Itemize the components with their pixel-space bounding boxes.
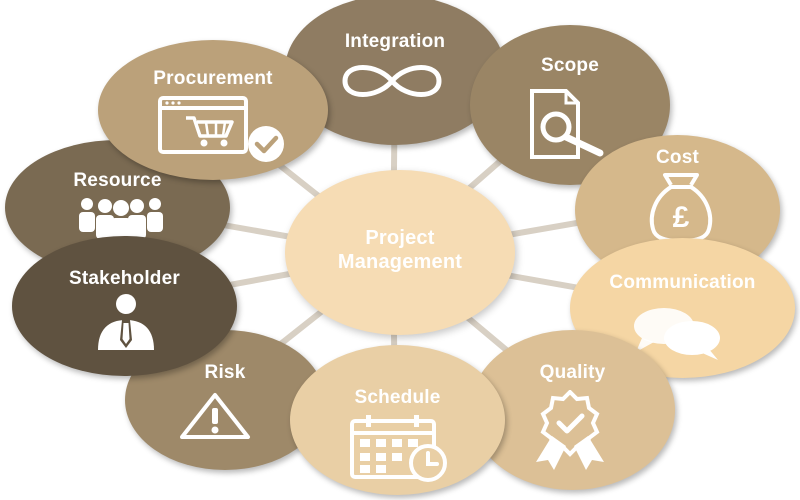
node-schedule: Schedule (290, 345, 505, 495)
chat-bubbles-icon (630, 304, 725, 362)
node-integration: Integration (285, 0, 505, 145)
node-resource-label: Resource (73, 170, 162, 191)
node-integration-label: Integration (344, 31, 446, 52)
center-title-line2: Management (337, 251, 463, 273)
node-stakeholder: Stakeholder (12, 236, 237, 376)
infinity-icon (337, 61, 447, 101)
people-group-icon (73, 194, 169, 244)
businessman-icon (96, 294, 156, 350)
calendar-clock-icon (348, 413, 453, 483)
node-scope: Scope (470, 25, 670, 185)
warning-icon (179, 392, 251, 440)
node-cost-label: Cost (655, 147, 700, 168)
node-stakeholder-label: Stakeholder (69, 268, 180, 289)
center-title: Project Management (285, 226, 515, 274)
node-procurement: Procurement (98, 40, 328, 180)
money-bag-pound-icon: £ (647, 171, 715, 243)
svg-text:£: £ (673, 201, 690, 234)
center-hub: Project Management (285, 170, 515, 335)
node-procurement-label: Procurement (153, 68, 273, 89)
node-schedule-label: Schedule (354, 387, 441, 408)
node-communication-label: Communication (609, 272, 756, 293)
node-scope-label: Scope (540, 55, 600, 76)
node-quality-label: Quality (539, 362, 606, 383)
award-ribbon-icon (530, 390, 610, 472)
document-search-icon (528, 87, 608, 162)
center-title-line1: Project (365, 227, 435, 249)
shopping-cart-check-icon (156, 96, 296, 166)
node-risk-label: Risk (204, 362, 246, 383)
